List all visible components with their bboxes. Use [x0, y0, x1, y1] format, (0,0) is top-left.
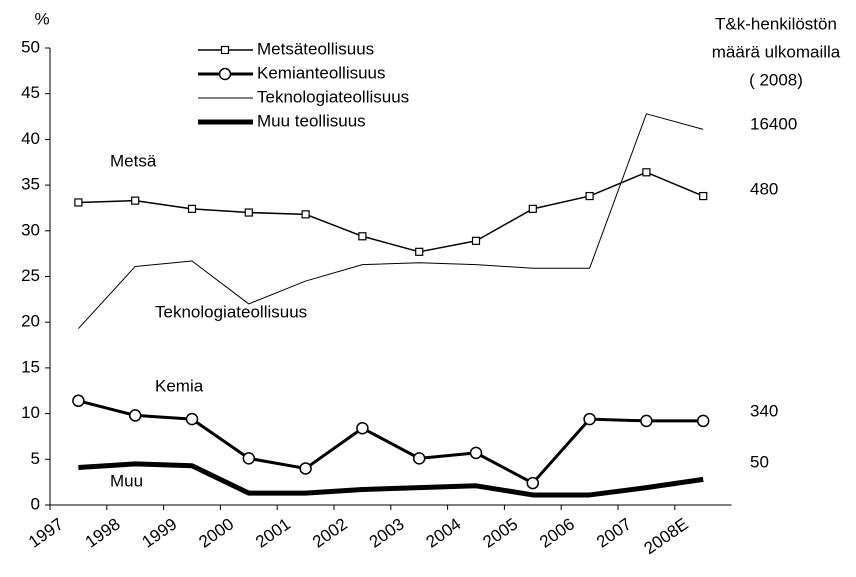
marker	[185, 412, 199, 426]
side-title: määrä ulkomailla	[712, 42, 841, 61]
marker	[415, 247, 424, 256]
marker	[131, 196, 140, 205]
x-tick-label: 2002	[309, 514, 351, 551]
annotation: Muu	[110, 471, 143, 490]
x-tick-label: 2007	[593, 514, 635, 551]
marker	[187, 204, 197, 213]
side-value: 480	[750, 179, 778, 198]
marker	[299, 462, 312, 475]
x-tick-label: 1997	[25, 514, 67, 551]
x-tick-label: 2003	[366, 514, 408, 551]
y-tick-label: 35	[21, 175, 40, 194]
series-line	[78, 113, 704, 329]
annotation: Metsä	[110, 151, 157, 170]
marker	[585, 191, 594, 201]
y-tick-label: 0	[31, 494, 40, 513]
marker	[528, 204, 537, 213]
y-tick-label: 5	[31, 449, 40, 468]
y-axis-label: %	[34, 9, 49, 28]
y-tick-label: 10	[21, 403, 40, 422]
y-tick-label: 50	[21, 37, 40, 56]
marker	[301, 210, 310, 219]
marker	[526, 476, 540, 490]
series-line	[78, 461, 704, 498]
x-tick-label: 2006	[536, 514, 578, 551]
marker	[218, 67, 232, 81]
legend-label: Metsäteollisuus	[257, 39, 374, 58]
annotation: Teknologiateollisuus	[155, 302, 307, 321]
marker	[244, 208, 253, 217]
legend-label: Muu teollisuus	[257, 111, 366, 130]
y-tick-label: 40	[21, 129, 40, 148]
y-tick-label: 20	[21, 312, 40, 331]
marker	[128, 409, 142, 422]
marker	[74, 198, 83, 207]
marker	[358, 232, 367, 241]
x-tick-label: 2004	[423, 514, 465, 551]
side-value: 16400	[750, 114, 797, 133]
annotation: Kemia	[155, 376, 204, 395]
marker	[696, 414, 710, 428]
marker	[469, 446, 483, 460]
legend-label: Teknologiateollisuus	[257, 87, 409, 106]
side-title: T&k-henkilöstön	[715, 14, 837, 33]
x-tick-label: 2005	[479, 514, 521, 551]
marker	[412, 452, 426, 465]
y-tick-label: 15	[21, 357, 40, 376]
x-tick-label: 1998	[82, 514, 124, 551]
x-tick-label: 1999	[139, 514, 181, 551]
marker	[642, 168, 651, 177]
marker	[242, 452, 256, 465]
marker	[699, 191, 708, 201]
series-line	[78, 171, 704, 253]
marker	[356, 421, 369, 435]
x-tick-label: 2000	[195, 514, 237, 551]
marker	[220, 45, 230, 55]
side-value: 50	[750, 452, 769, 471]
y-tick-label: 25	[21, 266, 40, 285]
y-tick-label: 45	[21, 83, 40, 102]
side-value: 340	[750, 401, 778, 420]
marker	[583, 412, 596, 426]
side-title: ( 2008)	[749, 70, 803, 89]
marker	[72, 394, 85, 408]
legend-label: Kemianteollisuus	[257, 63, 386, 82]
x-tick-label: 2008E	[640, 514, 691, 558]
x-tick-label: 2001	[252, 514, 294, 551]
series-line	[78, 399, 704, 485]
marker	[640, 414, 653, 428]
y-tick-label: 30	[21, 220, 40, 239]
marker	[471, 236, 481, 245]
